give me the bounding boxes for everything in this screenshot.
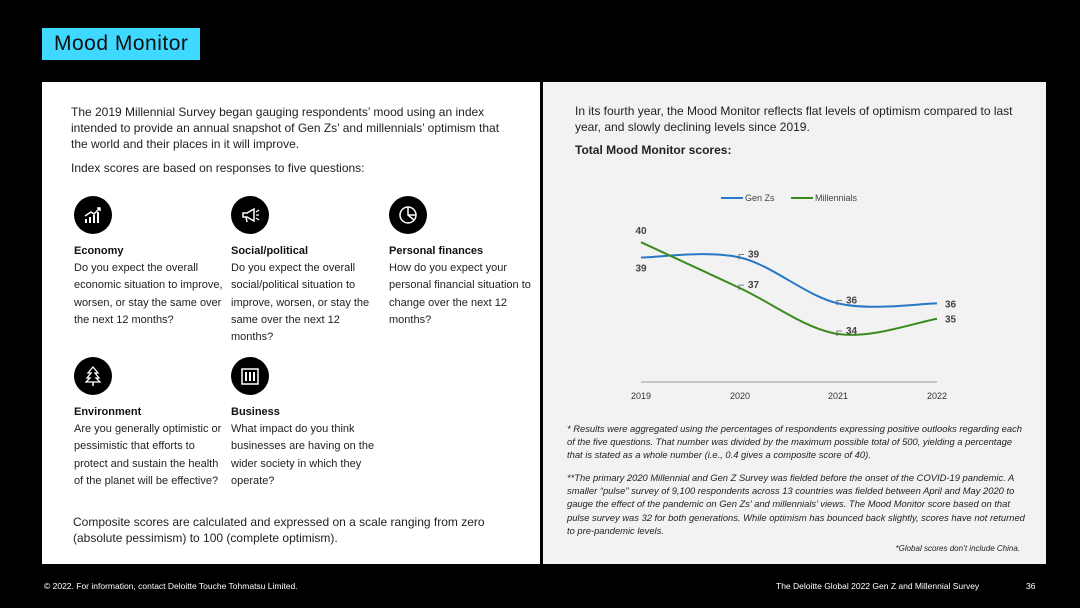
question-title: Business	[231, 406, 280, 418]
question-text: What impact do you think businesses are …	[231, 423, 375, 487]
x-tick-label: 2020	[730, 391, 750, 401]
right-panel: In its fourth year, the Mood Monitor ref…	[543, 82, 1046, 564]
left-subintro: Index scores are based on responses to f…	[71, 161, 365, 175]
question-title: Environment	[74, 406, 142, 418]
question-environment: Environment Are you generally optimistic…	[74, 357, 224, 490]
footnote-aggregation: * Results were aggregated using the perc…	[567, 423, 1022, 461]
question-text: How do you expect your personal financia…	[389, 262, 531, 326]
x-tick-label: 2019	[631, 391, 651, 401]
data-label: 39	[635, 264, 647, 275]
tree-icon	[74, 357, 112, 395]
left-panel: The 2019 Millennial Survey began gauging…	[42, 82, 540, 564]
series-line-millennials	[640, 241, 938, 336]
question-economy: Economy Do you expect the overall econom…	[74, 196, 224, 329]
data-label-leader	[738, 254, 744, 260]
chart-growth-icon	[74, 196, 112, 234]
page-title: Mood Monitor	[42, 28, 201, 60]
data-label: 40	[635, 226, 647, 237]
composite-note: Composite scores are calculated and expr…	[73, 515, 485, 545]
data-label-leader	[836, 330, 842, 336]
legend-label: Gen Zs	[745, 193, 775, 203]
mood-monitor-chart: 2019 2020 2021 2022 Gen Zs Millennials 40 39 39 3…	[631, 193, 957, 401]
footer-page-number: 36	[1026, 581, 1036, 591]
data-label: 36	[945, 299, 957, 310]
series-line-gen-z	[640, 253, 938, 308]
chart-subtitle: Total Mood Monitor scores:	[575, 143, 732, 157]
data-label: 37	[748, 280, 760, 291]
data-label-leader	[836, 300, 842, 306]
question-text: Are you generally optimistic or pessimis…	[74, 423, 222, 487]
data-label: 36	[846, 295, 858, 306]
footnote-pulse-survey: **The primary 2020 Millennial and Gen Z …	[567, 472, 1025, 536]
data-label: 35	[945, 315, 957, 326]
question-title: Economy	[74, 245, 124, 257]
left-intro: The 2019 Millennial Survey began gauging…	[71, 105, 500, 151]
question-business: Business What impact do you think busine…	[231, 357, 381, 490]
megaphone-icon	[231, 196, 269, 234]
question-title: Personal finances	[389, 245, 484, 257]
building-icon	[231, 357, 269, 395]
question-title: Social/political	[231, 245, 309, 257]
data-label: 34	[846, 326, 858, 337]
data-label: 39	[748, 250, 760, 261]
footer-copyright: © 2022. For information, contact Deloitt…	[44, 581, 298, 591]
question-text: Do you expect the overall social/politic…	[231, 262, 370, 344]
x-tick-label: 2022	[927, 391, 947, 401]
legend-label: Millennials	[815, 193, 858, 203]
question-personal-finances: Personal finances How do you expect your…	[389, 196, 539, 329]
question-text: Do you expect the overall economic situa…	[74, 262, 223, 326]
footer-survey-title: The Deloitte Global 2022 Gen Z and Mille…	[776, 581, 980, 591]
pie-chart-icon	[389, 196, 427, 234]
x-tick-label: 2021	[828, 391, 848, 401]
question-social-political: Social/political Do you expect the overa…	[231, 196, 381, 346]
right-intro: In its fourth year, the Mood Monitor ref…	[575, 104, 1013, 134]
data-label-leader	[738, 284, 744, 291]
footnote-china: *Global scores don’t include China.	[895, 544, 1020, 553]
